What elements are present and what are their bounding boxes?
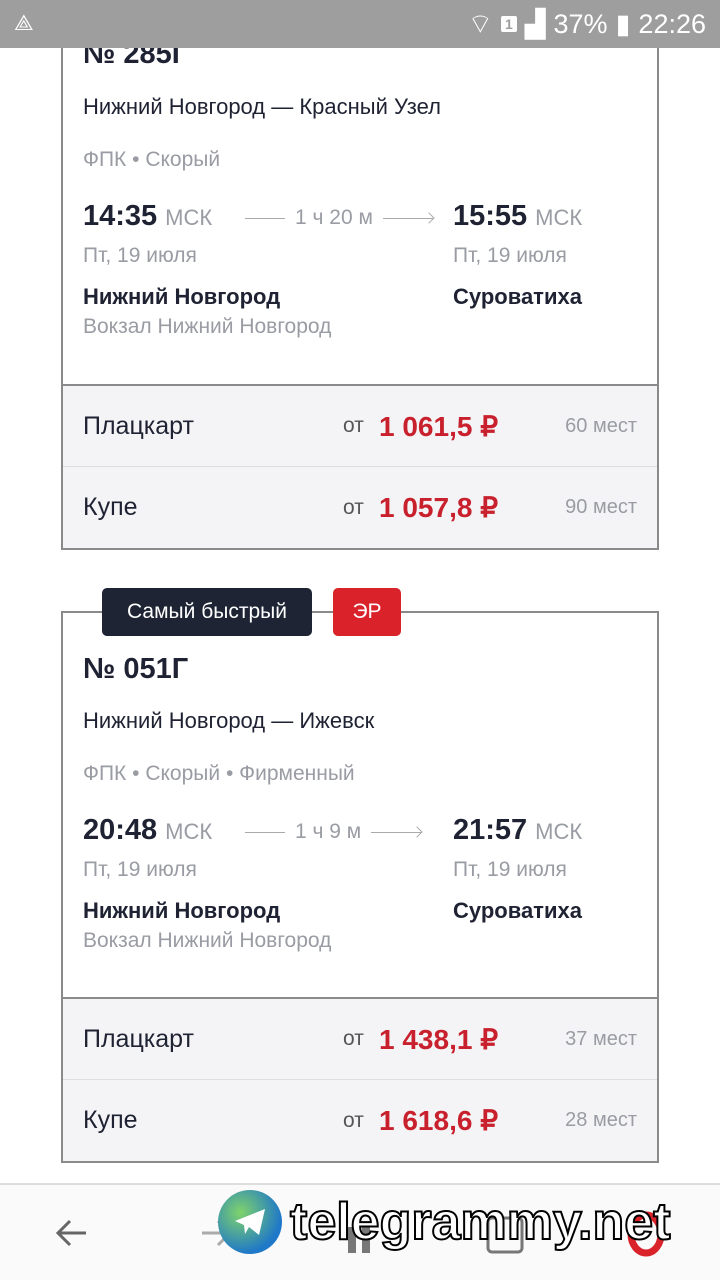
browser-bottom-bar — [0, 1183, 720, 1280]
departure-station: Нижний Новгород — [83, 284, 281, 309]
arrival-station: Суроватиха — [453, 898, 582, 923]
departure-time: 14:35 МСК — [83, 200, 213, 232]
car-class: Плацкарт — [83, 1024, 194, 1053]
arrival-station: Суроватиха — [453, 284, 582, 309]
duration: 1 ч 20 м — [245, 206, 433, 230]
departure-station-sub: Вокзал Нижний Новгород — [83, 929, 332, 952]
train-meta: ФПК • Скорый • Фирменный — [83, 762, 355, 785]
wifi-icon: ⌔ — [467, 9, 493, 39]
departure-station: Нижний Новгород — [83, 898, 281, 923]
train-route: Нижний Новгород — Ижевск — [83, 708, 375, 733]
arrow-right-icon — [382, 217, 433, 219]
train-number: № 051Г — [83, 653, 189, 685]
price: 1 061,5 ₽ — [379, 410, 499, 442]
train-route: Нижний Новгород — Красный Узел — [83, 94, 441, 119]
price: 1 057,8 ₽ — [379, 492, 499, 523]
arrival-date: Пт, 19 июля — [453, 244, 567, 267]
price-row[interactable]: Купе от 1 618,6 ₽ 28 мест — [63, 1079, 657, 1161]
arrival-date: Пт, 19 июля — [453, 858, 567, 881]
telegram-globe-icon — [218, 1190, 282, 1254]
price-row[interactable]: Плацкарт от 1 438,1 ₽ 37 мест — [63, 997, 657, 1079]
departure-time: 20:48 МСК — [83, 814, 213, 846]
price-from: от — [343, 495, 364, 519]
tabs-icon[interactable] — [485, 1215, 525, 1255]
price-from: от — [343, 414, 364, 437]
seats: 90 мест — [565, 496, 637, 518]
seats: 37 мест — [565, 1027, 637, 1050]
duration: 1 ч 9 м — [245, 820, 422, 844]
train-card[interactable]: № 051Г Нижний Новгород — Ижевск ФПК • Ск… — [61, 611, 659, 1163]
price-from: от — [343, 1027, 364, 1050]
battery-icon: ▮ — [615, 8, 631, 39]
price-row[interactable]: Плацкарт от 1 061,5 ₽ 60 мест — [63, 384, 657, 466]
car-class: Купе — [83, 1106, 138, 1134]
watermark: telegrammy.net — [218, 1190, 672, 1254]
departure-date: Пт, 19 июля — [83, 244, 197, 267]
arrival-time: 21:57 МСК — [453, 814, 583, 846]
arrival-time: 15:55 МСК — [453, 200, 583, 232]
price: 1 618,6 ₽ — [379, 1105, 499, 1136]
price: 1 438,1 ₽ — [379, 1023, 499, 1055]
train-meta: ФПК • Скорый — [83, 148, 221, 171]
back-icon[interactable] — [54, 1215, 90, 1251]
pause-icon[interactable] — [345, 1225, 375, 1255]
battery-percent: 37% — [553, 8, 608, 39]
watermark-text: telegrammy.net — [289, 1192, 672, 1252]
train-card[interactable]: № 285Г Нижний Новгород — Красный Узел ФП… — [61, 0, 659, 550]
seats: 60 мест — [565, 414, 637, 437]
opera-menu-icon[interactable] — [624, 1211, 668, 1257]
fastest-badge: Самый быстрый — [102, 588, 312, 636]
departure-date: Пт, 19 июля — [83, 858, 197, 881]
arrow-right-icon — [371, 831, 422, 833]
status-bar: ⟁ ⌔ 1 ▟ 37% ▮ 22:26 — [0, 0, 720, 48]
clock: 22:26 — [638, 8, 706, 39]
seats: 28 мест — [565, 1109, 637, 1131]
sim-icon: 1 — [500, 16, 517, 32]
app-notification-icon: ⟁ — [14, 10, 34, 35]
price-row[interactable]: Купе от 1 057,8 ₽ 90 мест — [63, 466, 657, 548]
car-class: Купе — [83, 493, 138, 521]
er-badge: ЭР — [333, 588, 401, 636]
departure-station-sub: Вокзал Нижний Новгород — [83, 315, 332, 338]
price-from: от — [343, 1108, 364, 1132]
car-class: Плацкарт — [83, 411, 194, 440]
signal-icon: ▟ — [524, 8, 546, 39]
